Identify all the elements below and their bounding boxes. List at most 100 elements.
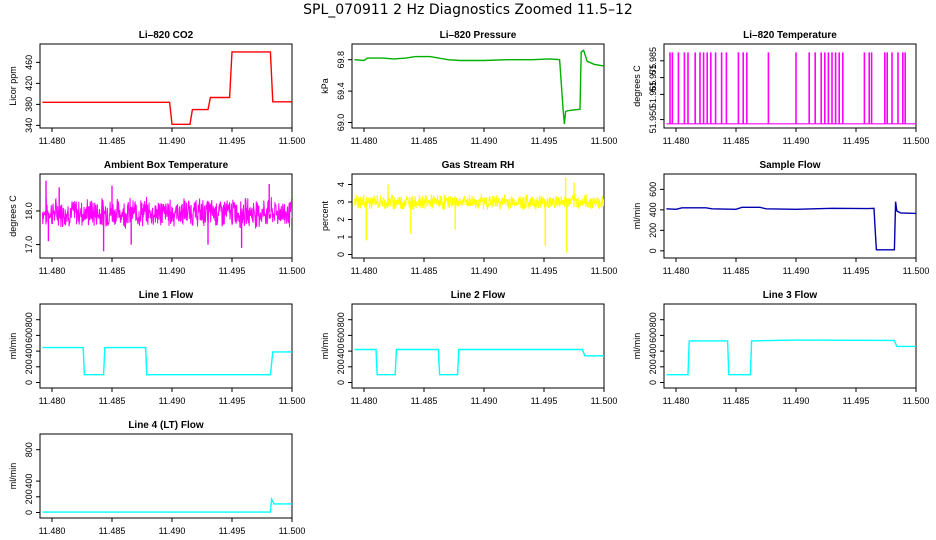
y-tick-label: 400 bbox=[648, 202, 658, 217]
plot-frame bbox=[39, 303, 293, 389]
y-tick-label: 69.8 bbox=[336, 51, 346, 69]
x-tick-label: 11.500 bbox=[903, 266, 930, 276]
x-tick-label: 11.495 bbox=[531, 136, 558, 146]
plot-area bbox=[354, 348, 604, 376]
y-axis-label: kPa bbox=[320, 78, 330, 94]
y-tick-label: 51.975 bbox=[648, 64, 658, 92]
x-tick-label: 11.485 bbox=[411, 136, 438, 146]
y-tick-label: 200 bbox=[336, 359, 346, 374]
page-title: SPL_070911 2 Hz Diagnostics Zoomed 11.5–… bbox=[303, 2, 633, 18]
plot-area bbox=[666, 201, 916, 251]
x-tick-label: 11.485 bbox=[411, 266, 438, 276]
data-series-noise bbox=[353, 193, 604, 211]
data-series-line bbox=[354, 49, 604, 125]
y-tick-label: 600 bbox=[336, 328, 346, 343]
y-axis-label: ml/min bbox=[632, 203, 642, 230]
x-tick-label: 11.480 bbox=[351, 136, 378, 146]
x-tick-label: 11.490 bbox=[159, 396, 186, 406]
y-tick-label: 200 bbox=[648, 359, 658, 374]
x-tick-label: 11.495 bbox=[219, 266, 246, 276]
chart-title: Line 2 Flow bbox=[451, 290, 506, 301]
x-tick-label: 11.485 bbox=[723, 136, 750, 146]
y-axis-label: ml/min bbox=[8, 463, 18, 490]
y-tick-label: 600 bbox=[648, 182, 658, 197]
plot-area bbox=[42, 51, 292, 125]
x-tick-label: 11.485 bbox=[99, 396, 126, 406]
x-tick-label: 11.495 bbox=[219, 526, 246, 536]
x-tick-label: 11.495 bbox=[219, 136, 246, 146]
x-tick-label: 11.490 bbox=[159, 136, 186, 146]
y-tick-label: 400 bbox=[24, 344, 34, 359]
x-tick-label: 11.500 bbox=[279, 526, 306, 536]
data-series-line bbox=[42, 51, 292, 125]
x-tick-label: 11.500 bbox=[591, 266, 618, 276]
x-tick-label: 11.500 bbox=[591, 396, 618, 406]
x-tick-label: 11.480 bbox=[39, 136, 66, 146]
y-tick-label: 800 bbox=[24, 312, 34, 327]
chart-title: Li–820 Temperature bbox=[743, 30, 837, 41]
y-tick-label: 69.4 bbox=[336, 82, 346, 100]
x-tick-label: 11.490 bbox=[159, 266, 186, 276]
y-axis-label: percent bbox=[320, 200, 330, 231]
plot-frame bbox=[351, 43, 605, 129]
y-tick-label: 2 bbox=[336, 217, 346, 222]
x-tick-label: 11.500 bbox=[279, 136, 306, 146]
data-series-line bbox=[666, 201, 916, 251]
plot-frame bbox=[39, 43, 293, 129]
y-tick-label: 0 bbox=[24, 380, 34, 385]
y-tick-label: 800 bbox=[336, 312, 346, 327]
data-series-line bbox=[354, 348, 604, 376]
x-tick-label: 11.490 bbox=[783, 266, 810, 276]
x-tick-label: 11.480 bbox=[663, 266, 690, 276]
chart-title: Li–820 CO2 bbox=[139, 30, 194, 41]
x-tick-label: 11.500 bbox=[279, 396, 306, 406]
x-tick-label: 11.485 bbox=[411, 396, 438, 406]
x-tick-label: 11.480 bbox=[39, 396, 66, 406]
plot-area bbox=[41, 180, 292, 252]
y-axis-label: ml/min bbox=[8, 333, 18, 360]
y-axis-label: degrees C bbox=[632, 65, 642, 107]
x-tick-label: 11.485 bbox=[723, 266, 750, 276]
x-tick-label: 11.490 bbox=[471, 396, 498, 406]
y-tick-label: 4 bbox=[336, 182, 346, 187]
x-tick-label: 11.480 bbox=[663, 396, 690, 406]
x-tick-label: 11.495 bbox=[843, 136, 870, 146]
plot-area bbox=[666, 339, 916, 376]
y-tick-label: 400 bbox=[24, 474, 34, 489]
x-tick-label: 11.490 bbox=[471, 266, 498, 276]
y-axis-label: Licor ppm bbox=[8, 66, 18, 106]
plot-area bbox=[42, 496, 292, 513]
chart-title: Li–820 Pressure bbox=[440, 30, 517, 41]
x-tick-label: 11.500 bbox=[903, 396, 930, 406]
y-tick-label: 200 bbox=[648, 223, 658, 238]
y-tick-label: 0 bbox=[24, 510, 34, 515]
x-tick-label: 11.500 bbox=[591, 136, 618, 146]
plot-area bbox=[42, 346, 292, 376]
x-tick-label: 11.480 bbox=[351, 266, 378, 276]
y-tick-label: 460 bbox=[24, 55, 34, 70]
y-axis-label: ml/min bbox=[632, 333, 642, 360]
chart-title: Line 1 Flow bbox=[139, 290, 194, 301]
plot-frame bbox=[351, 303, 605, 389]
chart-title: Line 4 (LT) Flow bbox=[128, 420, 204, 431]
plot-frame bbox=[351, 173, 605, 259]
x-tick-label: 11.490 bbox=[783, 136, 810, 146]
y-tick-label: 18.0 bbox=[24, 202, 34, 220]
x-tick-label: 11.500 bbox=[903, 136, 930, 146]
plot-area bbox=[666, 52, 916, 125]
plot-frame bbox=[39, 433, 293, 519]
y-tick-label: 800 bbox=[24, 442, 34, 457]
x-tick-label: 11.490 bbox=[783, 396, 810, 406]
y-tick-label: 600 bbox=[648, 328, 658, 343]
y-tick-label: 400 bbox=[336, 344, 346, 359]
data-series-line bbox=[42, 496, 292, 513]
x-tick-label: 11.495 bbox=[531, 396, 558, 406]
